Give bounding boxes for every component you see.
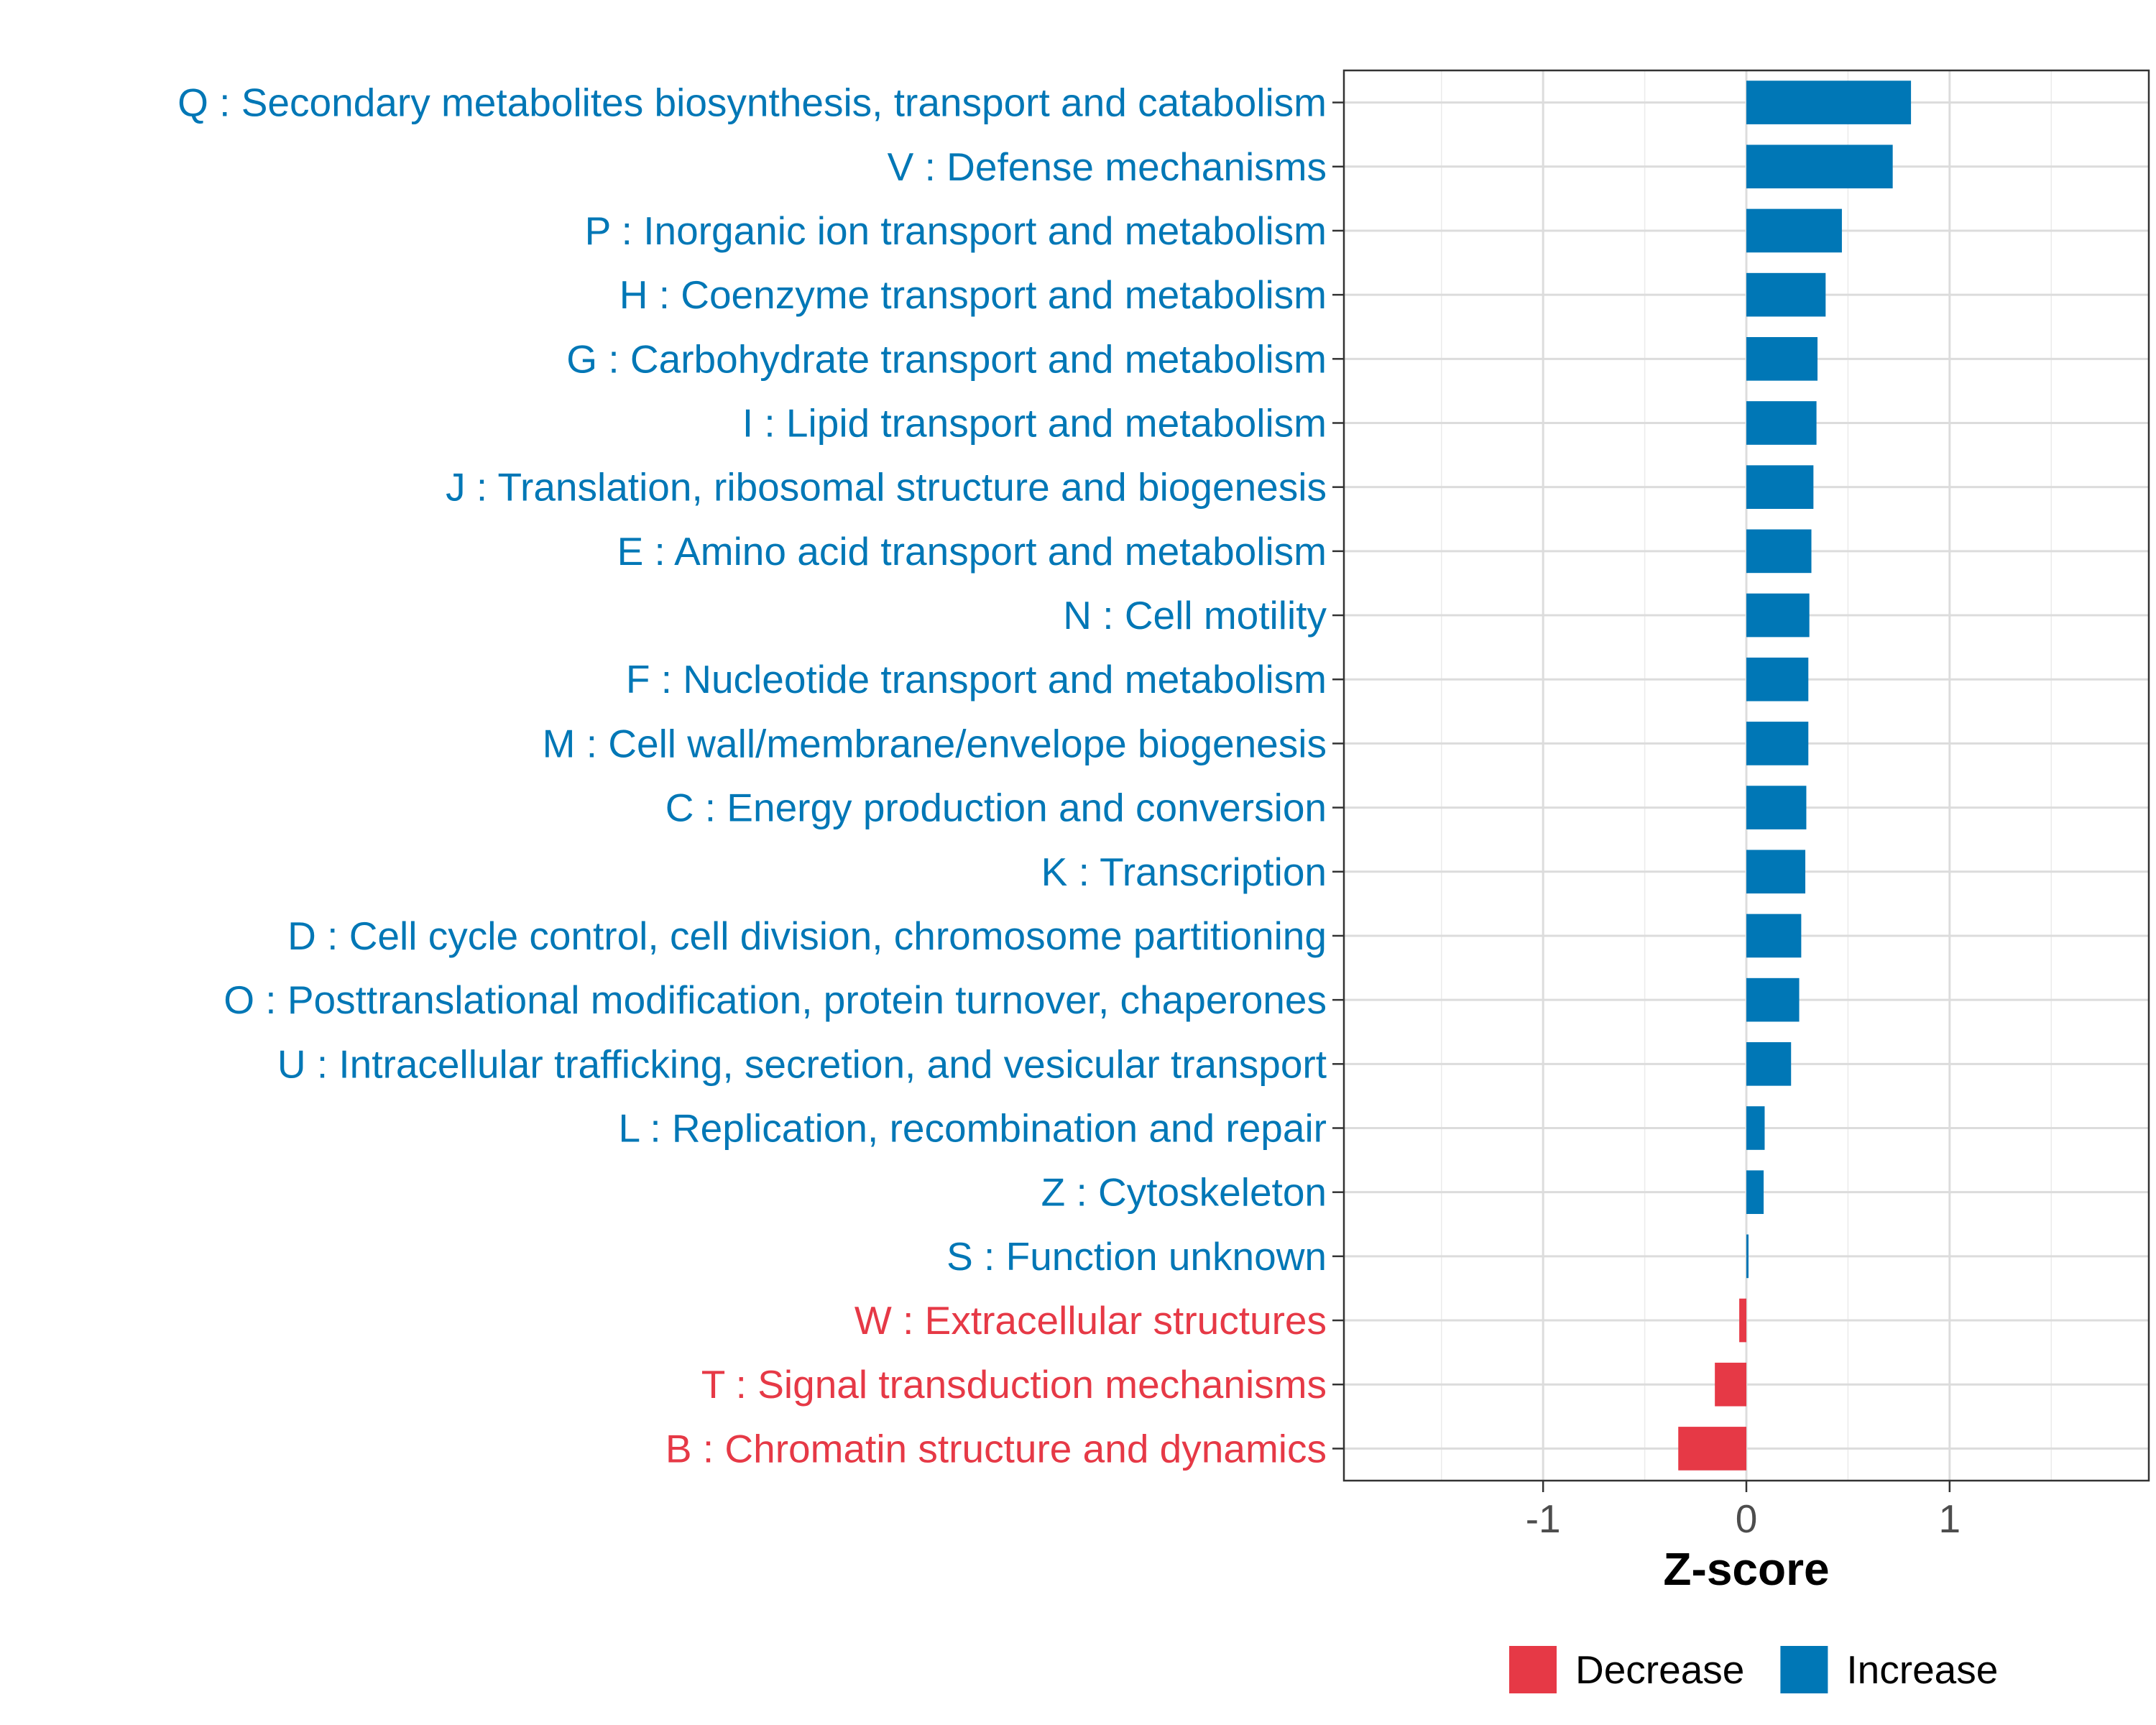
bar — [1678, 1427, 1746, 1471]
bar — [1746, 1170, 1764, 1215]
bar — [1746, 657, 1809, 702]
bar — [1746, 1234, 1749, 1279]
category-label: G : Carbohydrate transport and metabolis… — [566, 336, 1327, 381]
category-label: S : Function unknown — [946, 1234, 1327, 1279]
category-label: V : Defense mechanisms — [888, 144, 1327, 189]
bar — [1746, 786, 1807, 829]
x-axis-title: Z-score — [1663, 1543, 1829, 1595]
category-label: Z : Cytoskeleton — [1041, 1170, 1327, 1215]
category-label: B : Chromatin structure and dynamics — [665, 1426, 1327, 1471]
bar — [1746, 80, 1912, 124]
bar — [1715, 1362, 1746, 1407]
bar — [1746, 208, 1842, 253]
bar — [1746, 144, 1893, 189]
legend: Decrease Increase — [1509, 1646, 1998, 1693]
category-label: I : Lipid transport and metabolism — [742, 401, 1327, 446]
legend-swatch-increase — [1780, 1646, 1828, 1693]
category-label: J : Translation, ribosomal structure and… — [446, 465, 1327, 510]
x-axis: -1 0 1 — [1526, 1481, 1961, 1541]
bar — [1746, 978, 1800, 1022]
category-label: U : Intracellular trafficking, secretion… — [277, 1041, 1327, 1086]
category-label: T : Signal transduction mechanisms — [701, 1362, 1327, 1407]
category-label: Q : Secondary metabolites biosynthesis, … — [178, 80, 1327, 125]
category-label: P : Inorganic ion transport and metaboli… — [585, 208, 1327, 253]
y-axis: Q : Secondary metabolites biosynthesis, … — [178, 80, 1344, 1471]
bar — [1739, 1298, 1746, 1343]
bar — [1746, 401, 1817, 445]
bar — [1746, 593, 1810, 638]
bar — [1746, 850, 1806, 894]
category-label: W : Extracellular structures — [854, 1298, 1327, 1343]
bars — [1678, 80, 1912, 1471]
category-label: M : Cell wall/membrane/envelope biogenes… — [543, 721, 1327, 765]
bar — [1746, 336, 1818, 381]
bar — [1746, 465, 1814, 510]
category-label: L : Replication, recombination and repai… — [619, 1106, 1327, 1151]
bar — [1746, 722, 1809, 765]
category-label: N : Cell motility — [1063, 593, 1327, 638]
category-label: C : Energy production and conversion — [665, 786, 1327, 830]
legend-label-increase: Increase — [1846, 1647, 1998, 1692]
category-label: O : Posttranslational modification, prot… — [224, 978, 1327, 1022]
bar — [1746, 914, 1802, 958]
category-label: D : Cell cycle control, cell division, c… — [287, 914, 1327, 958]
bar — [1746, 1106, 1765, 1150]
category-label: H : Coenzyme transport and metabolism — [619, 272, 1327, 317]
category-label: K : Transcription — [1041, 850, 1327, 894]
bar — [1746, 272, 1826, 317]
legend-label-decrease: Decrease — [1575, 1647, 1744, 1692]
category-label: F : Nucleotide transport and metabolism — [626, 657, 1327, 702]
legend-swatch-decrease — [1509, 1646, 1557, 1693]
category-label: E : Amino acid transport and metabolism — [617, 529, 1327, 574]
x-tick-label: 1 — [1939, 1496, 1961, 1541]
bar — [1746, 529, 1812, 574]
x-tick-label: 0 — [1736, 1496, 1758, 1541]
bar — [1746, 1041, 1792, 1086]
x-tick-label: -1 — [1526, 1496, 1561, 1541]
